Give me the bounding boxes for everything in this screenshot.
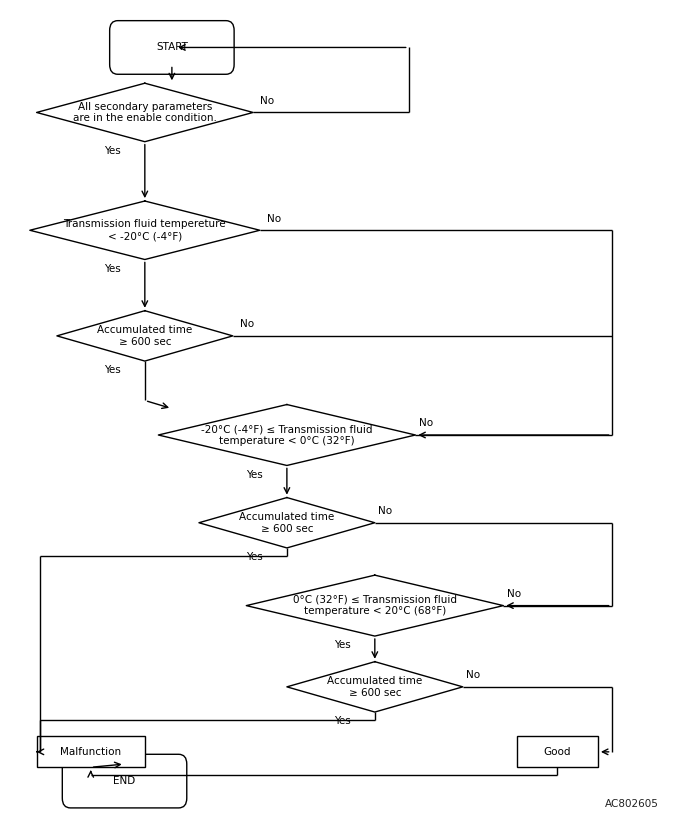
Polygon shape	[158, 405, 415, 465]
Text: No: No	[260, 96, 274, 106]
Polygon shape	[199, 497, 375, 548]
FancyBboxPatch shape	[517, 736, 598, 767]
Text: Yes: Yes	[246, 552, 263, 562]
Text: Good: Good	[544, 747, 572, 757]
Text: Yes: Yes	[104, 263, 121, 273]
Text: Yes: Yes	[104, 146, 121, 155]
Text: START: START	[156, 43, 188, 52]
Text: Yes: Yes	[334, 640, 351, 650]
Text: Accumulated time
≥ 600 sec: Accumulated time ≥ 600 sec	[98, 325, 192, 347]
Text: No: No	[466, 671, 480, 681]
Text: All secondary parameters
are in the enable condition.: All secondary parameters are in the enab…	[73, 101, 217, 124]
Text: No: No	[379, 506, 392, 516]
Polygon shape	[30, 201, 260, 259]
Polygon shape	[246, 575, 503, 636]
Text: END: END	[113, 776, 136, 786]
FancyBboxPatch shape	[37, 736, 145, 767]
Polygon shape	[57, 311, 233, 361]
Polygon shape	[287, 662, 463, 712]
Text: Accumulated time
≥ 600 sec: Accumulated time ≥ 600 sec	[327, 676, 422, 698]
Text: Yes: Yes	[104, 365, 121, 375]
FancyBboxPatch shape	[110, 20, 234, 74]
Text: Yes: Yes	[334, 716, 351, 726]
Text: 0°C (32°F) ≤ Transmission fluid
temperature < 20°C (68°F): 0°C (32°F) ≤ Transmission fluid temperat…	[293, 595, 457, 617]
Text: Yes: Yes	[246, 470, 263, 479]
Text: No: No	[507, 589, 521, 599]
Text: No: No	[419, 419, 433, 429]
Polygon shape	[37, 83, 253, 142]
Text: Malfunction: Malfunction	[60, 747, 121, 757]
Text: Accumulated time
≥ 600 sec: Accumulated time ≥ 600 sec	[239, 512, 334, 533]
Text: No: No	[239, 319, 254, 330]
Text: -20°C (-4°F) ≤ Transmission fluid
temperature < 0°C (32°F): -20°C (-4°F) ≤ Transmission fluid temper…	[201, 425, 372, 446]
Text: Transmission fluid tempereture
< -20°C (-4°F): Transmission fluid tempereture < -20°C (…	[63, 219, 226, 241]
Text: AC802605: AC802605	[605, 798, 659, 809]
Text: No: No	[267, 213, 281, 224]
FancyBboxPatch shape	[62, 754, 187, 808]
